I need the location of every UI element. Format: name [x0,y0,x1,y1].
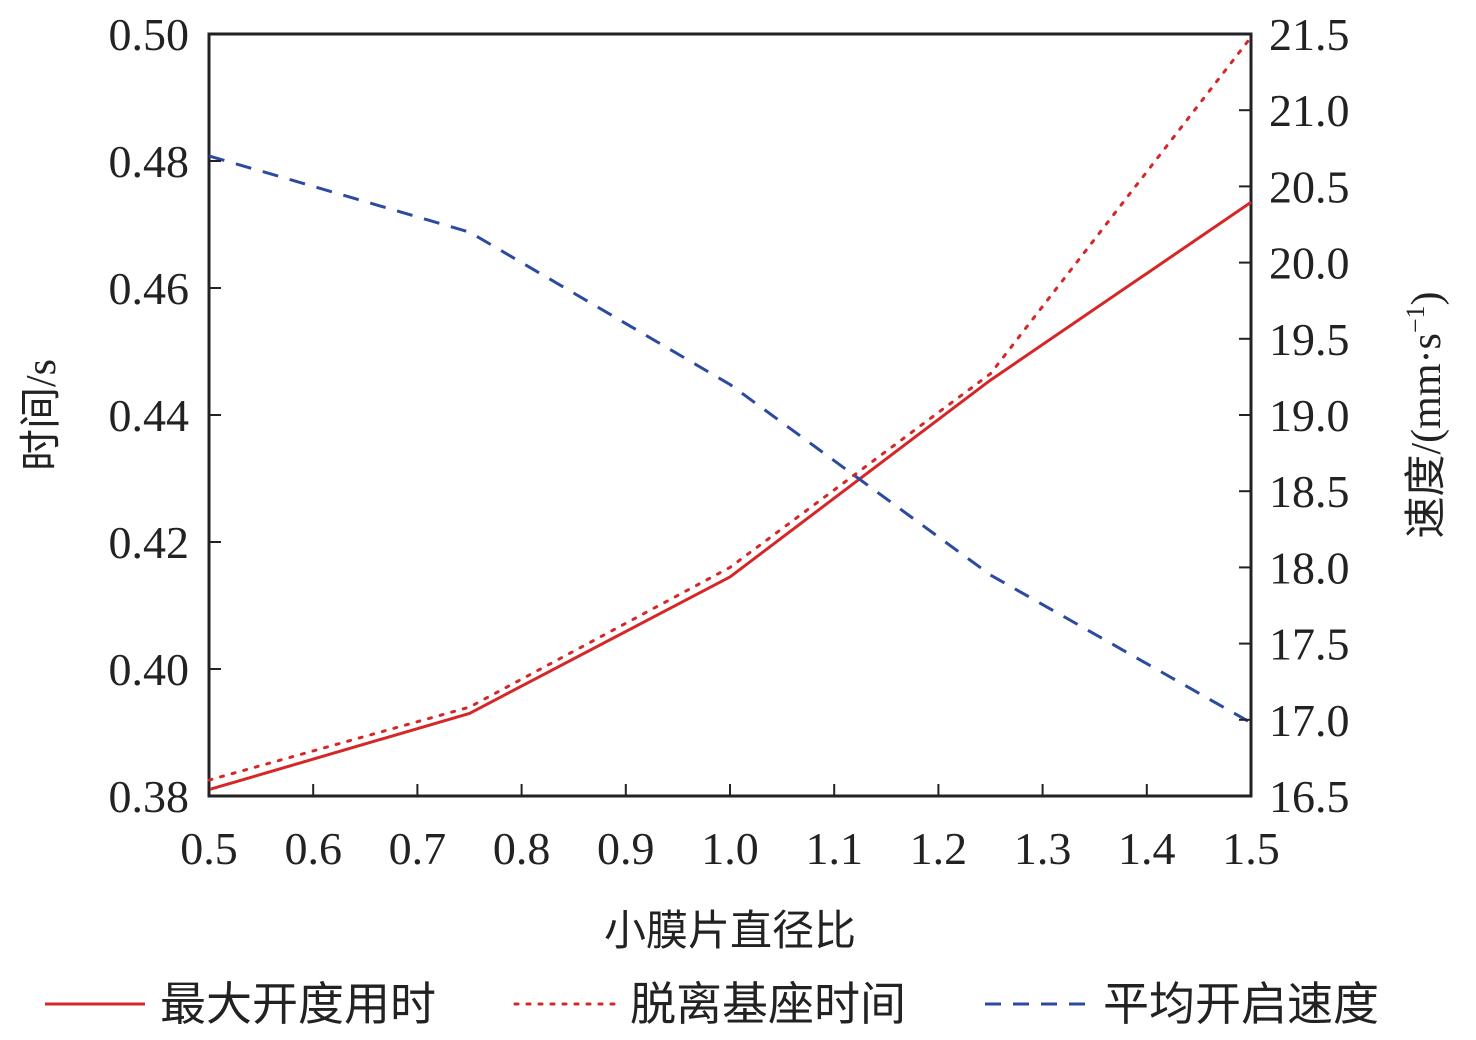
x-tick-label: 1.5 [1222,823,1280,874]
x-tick-label: 0.9 [597,823,655,874]
y-right-axis-label-main: 速度/(mm·s [1404,333,1450,538]
y-left-tick-label: 0.48 [109,136,190,187]
legend: 最大开度用时 脱离基座时间 平均开启速度 [45,979,1379,1030]
legend-label-seat-detach-time: 脱离基座时间 [630,979,906,1030]
y-right-tick-label: 20.5 [1269,161,1350,212]
y-right-axis-label: 速度/(mm·s−1) [1401,292,1450,539]
y-right-tick-label: 17.5 [1269,619,1350,670]
y-left-axis-label: 时间/s [19,359,65,471]
legend-label-avg-opening-speed: 平均开启速度 [1103,979,1379,1030]
legend-label-max-opening-time: 最大开度用时 [160,979,436,1030]
y-right-axis-label-close: ) [1404,292,1450,306]
y-right-axis-label-sup: −1 [1401,306,1430,334]
y-right-tick-label: 21.0 [1269,85,1350,136]
y-right-tick-label: 18.5 [1269,466,1350,517]
series-layer [207,35,1253,792]
y-left-tick-label: 0.44 [109,390,190,441]
x-tick-label: 1.4 [1118,823,1176,874]
y-left-tick-label: 0.50 [109,9,190,60]
y-right-tick-label: 21.5 [1269,9,1350,60]
x-tick-label: 1.1 [805,823,863,874]
x-axis-label: 小膜片直径比 [604,909,856,955]
y-left-tick-label: 0.46 [109,263,190,314]
y-right-tick-label: 18.0 [1269,542,1350,593]
axes [207,32,1253,798]
ticks-layer: 0.5 0.6 0.7 0.8 0.9 1.0 1.1 1.2 1.3 1.4 1.5 0.38 0.4… [109,9,1350,874]
y-left-tick-label: 0.42 [109,517,190,568]
x-tick-label: 1.2 [910,823,968,874]
x-tick-label: 0.5 [180,823,238,874]
y-right-tick-label: 20.0 [1269,238,1350,289]
y-right-tick-label: 17.0 [1269,695,1350,746]
x-tick-label: 0.6 [284,823,342,874]
x-tick-label: 0.7 [389,823,447,874]
x-tick-label: 1.3 [1014,823,1072,874]
x-tick-label: 0.8 [493,823,551,874]
series-line-avg-opening-speed [208,154,1252,725]
y-left-tick-label: 0.40 [109,644,190,695]
plot-frame [207,32,1253,798]
y-right-tick-label: 16.5 [1269,771,1350,822]
y-right-tick-label: 19.0 [1269,390,1350,441]
series-line-seat-detach-time [207,35,1253,782]
series-line-max-opening-time [208,201,1252,792]
y-right-tick-label: 19.5 [1269,314,1350,365]
y-left-tick-label: 0.38 [109,771,190,822]
x-tick-label: 1.0 [701,823,759,874]
